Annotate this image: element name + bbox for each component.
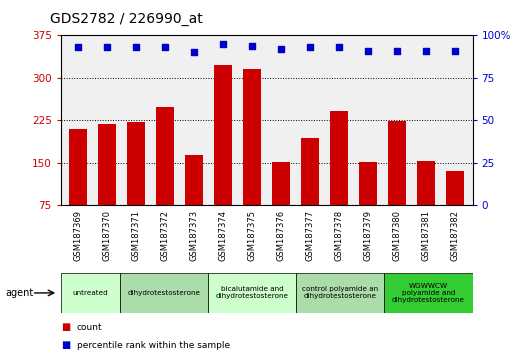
Point bbox=[132, 45, 140, 50]
Bar bbox=[272, 162, 290, 205]
Bar bbox=[214, 65, 232, 205]
Point bbox=[219, 41, 228, 47]
Bar bbox=[389, 121, 406, 205]
Bar bbox=[98, 124, 116, 205]
Point bbox=[422, 48, 430, 53]
Text: dihydrotestosterone: dihydrotestosterone bbox=[127, 290, 200, 296]
Point bbox=[364, 48, 372, 53]
Bar bbox=[243, 69, 261, 205]
Bar bbox=[331, 111, 348, 205]
Text: agent: agent bbox=[5, 288, 34, 298]
Bar bbox=[418, 161, 435, 205]
Text: ■: ■ bbox=[61, 322, 70, 332]
Bar bbox=[127, 122, 145, 205]
FancyBboxPatch shape bbox=[61, 273, 119, 313]
Text: GDS2782 / 226990_at: GDS2782 / 226990_at bbox=[50, 12, 203, 27]
Text: count: count bbox=[77, 323, 102, 332]
Text: WGWWCW
polyamide and
dihydrotestosterone: WGWWCW polyamide and dihydrotestosterone bbox=[392, 283, 465, 303]
Point bbox=[451, 48, 459, 53]
Bar bbox=[185, 155, 203, 205]
FancyBboxPatch shape bbox=[296, 273, 384, 313]
Bar bbox=[69, 129, 87, 205]
Point bbox=[103, 45, 111, 50]
Bar bbox=[447, 171, 464, 205]
Text: ■: ■ bbox=[61, 340, 70, 350]
Point bbox=[393, 48, 401, 53]
Text: percentile rank within the sample: percentile rank within the sample bbox=[77, 341, 230, 350]
Bar bbox=[360, 162, 377, 205]
Point bbox=[161, 45, 169, 50]
FancyBboxPatch shape bbox=[119, 273, 208, 313]
Point bbox=[306, 45, 314, 50]
Text: bicalutamide and
dihydrotestosterone: bicalutamide and dihydrotestosterone bbox=[215, 286, 288, 299]
Text: untreated: untreated bbox=[72, 290, 108, 296]
FancyBboxPatch shape bbox=[208, 273, 296, 313]
Point bbox=[248, 43, 257, 48]
Bar bbox=[301, 138, 319, 205]
FancyBboxPatch shape bbox=[384, 273, 473, 313]
Bar bbox=[156, 107, 174, 205]
Point bbox=[74, 45, 82, 50]
Point bbox=[190, 50, 199, 55]
Point bbox=[335, 45, 343, 50]
Text: control polyamide an
dihydrotestosterone: control polyamide an dihydrotestosterone bbox=[302, 286, 378, 299]
Point bbox=[277, 46, 285, 52]
